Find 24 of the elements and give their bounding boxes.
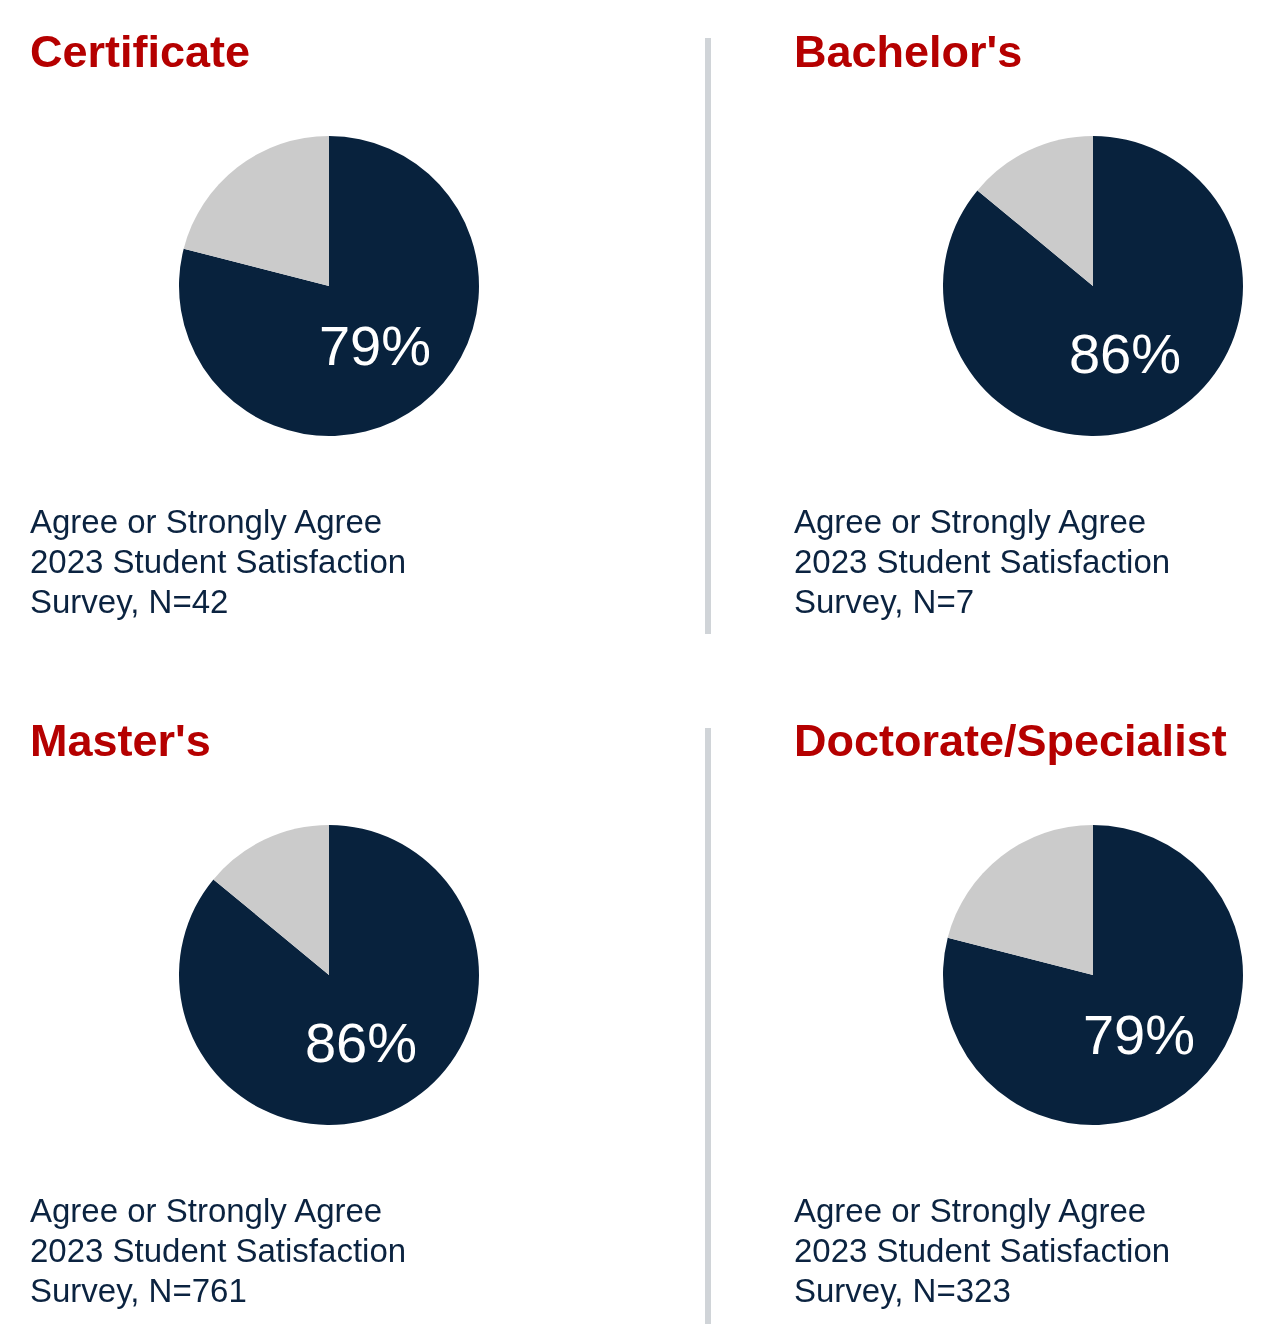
chart-title: Master's [30, 715, 211, 766]
data-label: 86% [1068, 322, 1181, 386]
text: 2023 Student Satisfaction Survey, N=323 [794, 1232, 1171, 1309]
pie-slice [943, 136, 1243, 436]
text: 2023 Student Satisfaction Survey, N=42 [30, 543, 407, 620]
chart-title: Doctorate/Specialist [794, 715, 1227, 766]
pie-slice [947, 825, 1093, 975]
pie-slice [213, 825, 329, 975]
pie-slice [977, 136, 1093, 286]
pie-slice [179, 136, 479, 436]
chart-title: Bachelor's [794, 26, 1023, 77]
text: Agree or Strongly Agree [30, 503, 383, 540]
pie-slice [183, 136, 329, 286]
pie-slice [943, 825, 1243, 1125]
text: 2023 Student Satisfaction Survey, N=7 [794, 543, 1171, 620]
text: 2023 Student Satisfaction Survey, N=761 [30, 1232, 407, 1309]
data-label: 79% [318, 313, 432, 377]
text: Agree or Strongly Agree [30, 1192, 383, 1229]
pie-slice [179, 825, 479, 1125]
data-label: 79% [1082, 1002, 1196, 1066]
chart-title: Certificate [30, 26, 251, 77]
text: Agree or Strongly Agree [794, 1192, 1147, 1229]
text: Agree or Strongly Agree [794, 503, 1147, 540]
data-label: 86% [304, 1011, 417, 1075]
